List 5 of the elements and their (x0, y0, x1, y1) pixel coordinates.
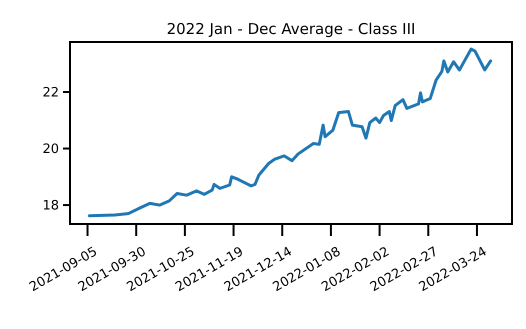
y-tick-label: 18 (42, 198, 59, 214)
y-tick-label: 20 (42, 142, 59, 158)
y-tick-label: 22 (42, 86, 59, 101)
chart-title: 2022 Jan - Dec Average - Class III (166, 20, 416, 38)
line-series (88, 48, 492, 218)
